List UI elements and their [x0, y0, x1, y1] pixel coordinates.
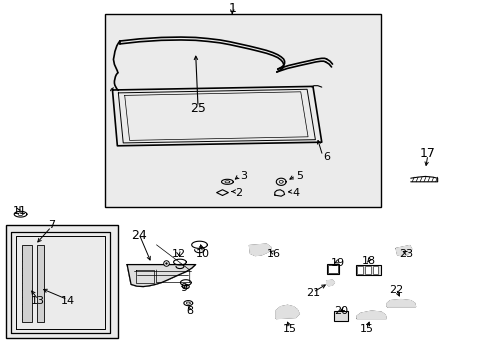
Text: 6: 6 [323, 152, 329, 162]
Text: 3: 3 [240, 171, 246, 181]
Text: 13: 13 [31, 296, 45, 306]
Text: 11: 11 [13, 206, 26, 216]
Bar [22, 245, 32, 322]
Bar [372, 266, 377, 274]
Text: 15: 15 [283, 324, 296, 334]
Bar [333, 311, 347, 321]
Text: 24: 24 [131, 229, 147, 242]
Text: 18: 18 [362, 256, 375, 266]
Text: 17: 17 [419, 147, 435, 159]
Text: 19: 19 [330, 258, 344, 268]
Text: 20: 20 [334, 306, 347, 316]
Bar [355, 265, 380, 275]
Text: 12: 12 [171, 249, 185, 259]
Text: 15: 15 [359, 324, 373, 334]
Text: 1: 1 [228, 3, 236, 15]
Bar [364, 266, 370, 274]
Text: 25: 25 [190, 102, 205, 114]
Polygon shape [326, 280, 334, 286]
Text: 22: 22 [388, 285, 403, 295]
Polygon shape [395, 246, 411, 256]
Polygon shape [127, 265, 195, 287]
Bar [327, 265, 337, 273]
Text: 21: 21 [305, 288, 319, 298]
Bar [356, 266, 363, 274]
Text: 4: 4 [292, 188, 299, 198]
Text: 9: 9 [180, 283, 186, 293]
Text: 23: 23 [398, 249, 412, 259]
Bar [37, 245, 44, 322]
Polygon shape [356, 311, 386, 319]
Text: 7: 7 [48, 220, 55, 230]
Text: 5: 5 [295, 171, 302, 181]
Bar [105, 14, 381, 207]
Text: 14: 14 [61, 296, 74, 306]
Text: 8: 8 [186, 306, 193, 316]
Text: 16: 16 [266, 249, 280, 259]
Polygon shape [276, 305, 299, 319]
Polygon shape [386, 300, 415, 307]
Bar [326, 264, 339, 274]
Bar [6, 225, 118, 338]
Text: 10: 10 [196, 249, 209, 259]
Text: 2: 2 [235, 188, 242, 198]
Polygon shape [249, 244, 271, 256]
